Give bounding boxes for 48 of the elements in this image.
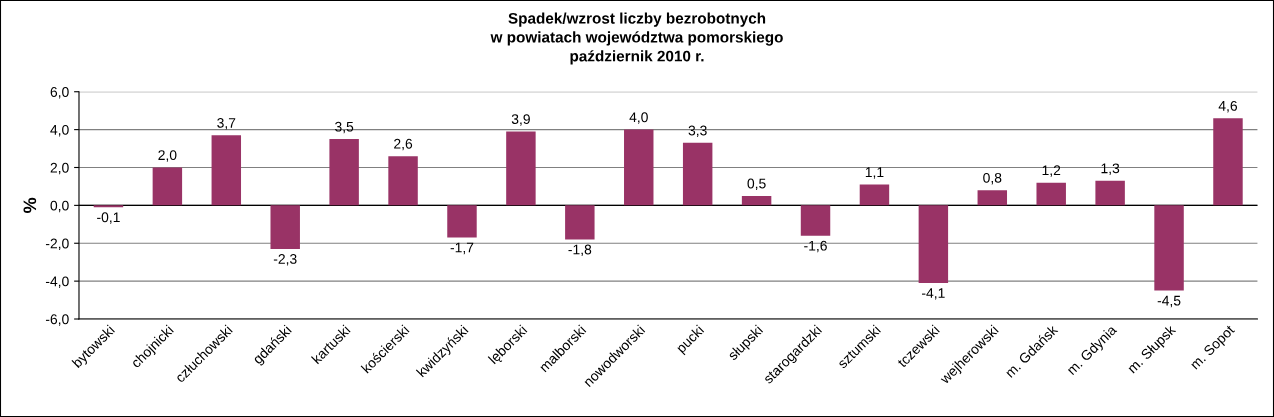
bar [859,184,890,206]
bar [682,142,713,206]
data-label: -1,6 [804,240,827,253]
bar [1213,118,1243,206]
bar [152,167,183,206]
y-tick-label: 6,0 [50,87,69,99]
y-tick-label: -4,0 [45,276,69,288]
bar [1154,205,1184,291]
bar [741,195,772,206]
bar [329,139,359,206]
bar [565,205,595,240]
bar [447,205,477,238]
bar [624,129,654,206]
data-label: 2,6 [394,138,413,151]
bar [388,156,418,206]
y-tick-label: -6,0 [45,314,69,326]
chart-title: Spadek/wzrost liczby bezrobotnych w powiatach województwa pomorskiego październik 2010 r. [490,12,783,65]
bar [977,190,1008,206]
y-tick-label: 2,0 [50,162,69,175]
bar [1036,182,1066,206]
bar [1095,180,1125,206]
data-label: 4,6 [1218,100,1238,113]
bar [211,135,242,206]
data-label: -1,7 [450,242,474,255]
data-label: 1,1 [865,167,884,179]
bar [918,205,949,284]
bar [506,131,536,206]
data-label: 2,0 [158,150,177,162]
data-label: -1,8 [568,244,592,257]
bar [800,205,831,236]
data-label: 1,2 [1042,165,1061,177]
data-label: -4,5 [1157,295,1181,308]
y-tick-label: -2,0 [45,238,69,251]
data-label: 3,3 [688,125,707,138]
data-label: -2,3 [273,254,297,266]
data-label: 3,5 [335,121,354,134]
data-label: 1,3 [1101,163,1120,175]
data-label: 3,9 [511,114,530,126]
y-axis-title: % [23,197,37,213]
data-label: 3,7 [217,117,236,130]
data-label: -0,1 [97,212,120,224]
y-tick-label: 4,0 [50,124,69,137]
data-label: 4,0 [629,112,648,124]
data-label: -4,1 [922,288,945,300]
y-tick-label: 0,0 [50,200,69,213]
data-label: 0,8 [983,172,1002,185]
data-label: 0,5 [747,178,766,191]
bar [270,205,300,249]
